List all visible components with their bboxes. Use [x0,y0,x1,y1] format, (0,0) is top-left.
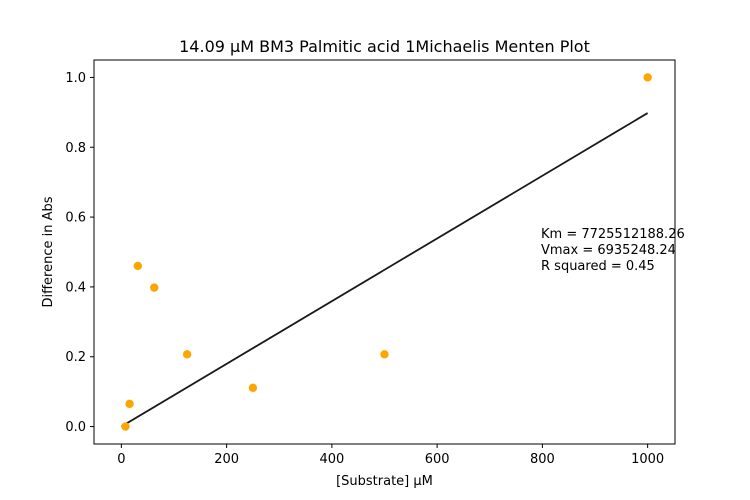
y-tick-label: 1.0 [65,71,86,86]
plot-area [94,60,675,444]
plot-frame [93,59,676,445]
data-point [380,350,389,359]
fit-line-layer [120,112,649,428]
x-tick-label: 400 [319,452,344,467]
x-axis-label: [Substrate] µM [336,474,433,489]
x-tick-label: 200 [214,452,239,467]
data-point [182,350,192,359]
y-tick-label: 0.8 [65,141,86,156]
data-point [121,422,130,431]
y-axis-label: Difference in Abs [41,196,56,307]
x-tick-label: 0 [117,452,125,467]
x-tick-label: 800 [530,452,555,467]
x-tick-label: 1000 [631,452,664,467]
points-layer [121,73,652,431]
data-point [133,261,143,271]
data-point [643,73,652,82]
annotation-km: Km = 7725512188.26 [541,227,685,242]
data-point [125,399,134,409]
fit-annotation: Km = 7725512188.26 Vmax = 6935248.24 R s… [541,227,685,274]
annotation-vmax: Vmax = 6935248.24 [541,243,676,258]
fit-line [120,112,649,428]
y-tick-label: 0.4 [65,280,86,295]
y-tick-label: 0.0 [65,420,86,435]
y-tick-label: 0.6 [65,211,86,226]
y-tick-label: 0.2 [65,350,86,365]
x-axis-ticks: 0 200 400 600 800 1000 [117,444,664,467]
y-axis-ticks: 0.0 0.2 0.4 0.6 0.8 1.0 [65,71,94,435]
annotation-r-squared: R squared = 0.45 [541,259,655,274]
x-tick-label: 600 [425,452,450,467]
data-point [248,383,258,392]
data-point [150,283,159,292]
chart-title: 14.09 µM BM3 Palmitic acid 1Michaelis Me… [179,37,590,56]
